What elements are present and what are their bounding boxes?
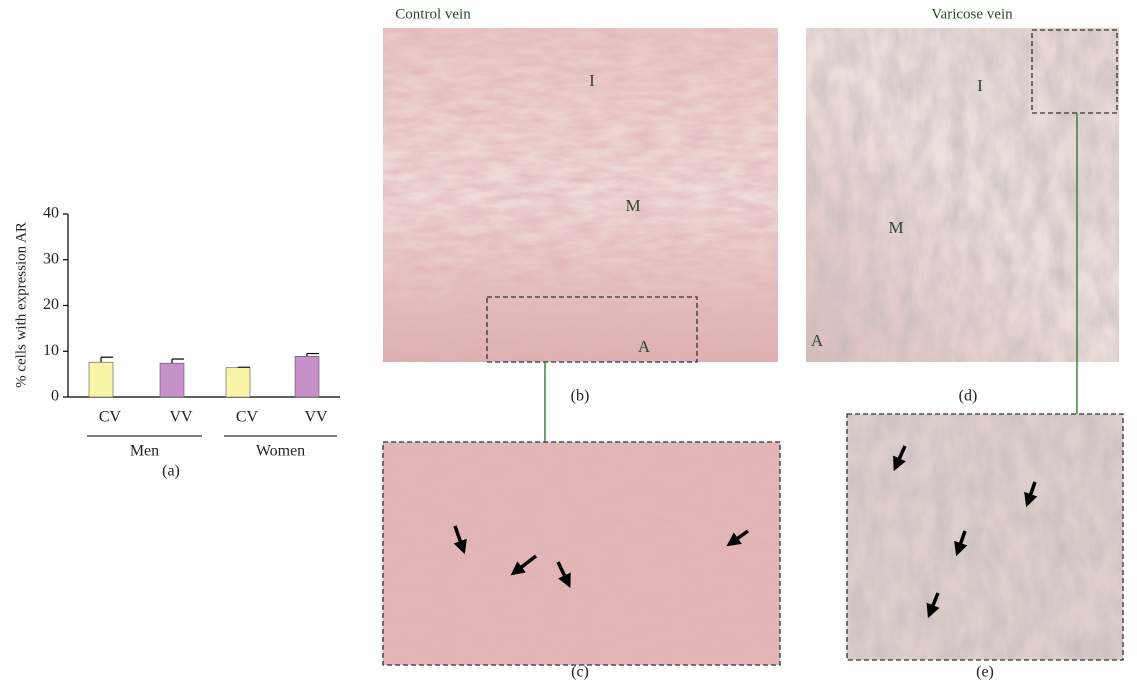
bar (89, 362, 113, 397)
micrograph-b (383, 28, 778, 362)
panel-label: (c) (571, 664, 589, 681)
bar-chart: 0 10 20 30 40 CV VV CV VV Men Women (43, 205, 340, 460)
column-title: Varicose vein (931, 6, 1013, 22)
bar (295, 356, 319, 397)
y-tick-label: 30 (43, 250, 59, 267)
group-label: Men (130, 443, 159, 460)
panel-label: (d) (959, 388, 978, 405)
micrograph-c (383, 442, 780, 665)
figure: Control vein Varicose vein I M A (b) (c)… (0, 0, 1137, 688)
x-tick-label: VV (304, 409, 328, 426)
micrograph-e (847, 414, 1123, 660)
layer-label: M (625, 196, 640, 215)
y-tick-label: 40 (43, 205, 59, 222)
layer-label: A (638, 337, 651, 356)
layer-label: I (589, 71, 595, 90)
x-tick-label: CV (99, 409, 122, 426)
panel-label: (b) (571, 388, 590, 405)
bar (160, 363, 184, 397)
y-axis-label: % cells with expression AR (13, 222, 29, 388)
y-tick-label: 0 (51, 388, 59, 405)
page: {"chart_data": {"type": "bar", "ylabel":… (0, 0, 1137, 688)
x-tick-label: VV (169, 409, 193, 426)
panel-label: (e) (976, 664, 994, 681)
x-tick-label: CV (236, 409, 259, 426)
layer-label: I (977, 76, 983, 95)
group-label: Women (256, 443, 305, 460)
y-tick-label: 10 (43, 342, 59, 359)
column-title: Control vein (395, 6, 471, 22)
bar (226, 368, 250, 397)
micrograph-d (806, 28, 1119, 362)
layer-label: A (811, 331, 824, 350)
panel-label: (a) (162, 463, 180, 480)
y-tick-label: 20 (43, 296, 59, 313)
layer-label: M (888, 218, 903, 237)
